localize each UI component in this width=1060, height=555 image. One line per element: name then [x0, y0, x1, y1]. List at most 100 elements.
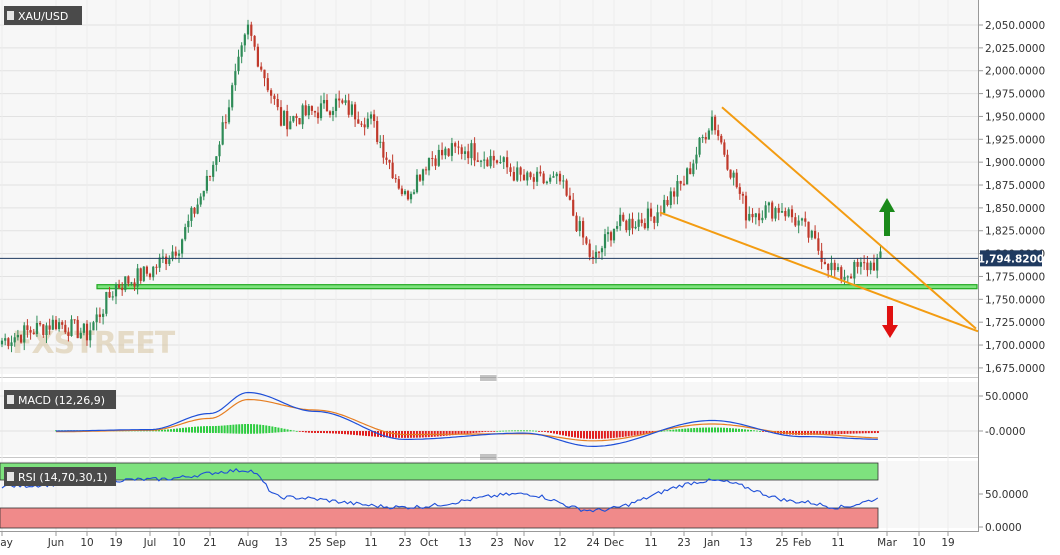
candle-body [76, 319, 79, 339]
candle-body [415, 174, 419, 193]
candle-body [499, 162, 502, 164]
macd-histogram-bar [550, 431, 552, 433]
candle-body [473, 143, 476, 161]
candle-body [13, 337, 16, 343]
candle-body [529, 172, 532, 178]
candle-body [666, 199, 669, 206]
candle-body [187, 220, 190, 228]
candle-body [246, 24, 250, 35]
macd-histogram-bar [235, 424, 238, 434]
candle-body [695, 154, 698, 164]
macd-histogram-bar [185, 427, 187, 433]
candle-body [161, 256, 164, 258]
candle-body [565, 180, 568, 196]
candle-body [316, 112, 320, 119]
macd-histogram-bar [663, 430, 666, 432]
macd-histogram-bar [547, 431, 549, 433]
macd-histogram-bar [741, 429, 743, 432]
candle-body [82, 323, 85, 333]
candle-body [208, 175, 212, 177]
macd-histogram-bar [271, 426, 274, 433]
candle-body [292, 115, 295, 122]
panel-resize-handle-2[interactable] [480, 454, 497, 460]
price-y-axis: 2,050.0000 2,025.0000 2,000.0000 1,975.0000… [978, 20, 1045, 375]
macd-histogram-bar [173, 428, 175, 432]
macd-histogram-bar [298, 431, 301, 432]
macd-label[interactable]: MACD (12,26,9) [4, 390, 116, 409]
macd-histogram-bar [837, 431, 840, 435]
macd-histogram-bar [535, 430, 537, 432]
candle-body [67, 332, 70, 336]
candle-body [863, 262, 866, 264]
candle-body [29, 330, 32, 333]
candle-body [669, 191, 672, 206]
candle-body [810, 230, 813, 238]
candle-body [682, 183, 686, 185]
time-gridlines [1, 0, 949, 531]
macd-histogram-bar [801, 431, 803, 435]
svg-text:1,794.8200: 1,794.8200 [978, 253, 1044, 265]
candle-body [168, 259, 171, 264]
candle-body [692, 163, 695, 175]
candle-body [646, 208, 650, 229]
macd-histogram-bar [274, 427, 277, 433]
macd-histogram-bar [344, 431, 346, 435]
macd-histogram-bar [867, 431, 870, 434]
candle-body [686, 168, 689, 185]
macd-histogram-bar [317, 431, 319, 433]
macd-histogram-bar [280, 428, 283, 433]
rsi-y-tick-label: 0.0000 [985, 522, 1022, 534]
macd-histogram-bar [810, 431, 813, 435]
candle-body [237, 56, 240, 72]
macd-histogram-bar [460, 431, 463, 435]
macd-histogram-bar [203, 426, 205, 433]
macd-histogram-bar [666, 430, 669, 432]
macd-histogram-bar [283, 428, 286, 432]
candle-body [184, 227, 187, 240]
x-tick-label: Nov [514, 537, 535, 549]
macd-histogram-bar [295, 430, 298, 432]
macd-histogram-bar [268, 425, 271, 434]
candle-body [400, 188, 404, 195]
macd-histogram-bar [729, 428, 731, 433]
x-tick-label: Sep [326, 537, 346, 549]
candle-body [270, 90, 273, 96]
candlesticks [0, 19, 882, 353]
macd-histogram-bar [541, 431, 543, 432]
candle-body [879, 251, 882, 258]
macd-histogram-bar [870, 431, 873, 434]
macd-histogram-bar [813, 431, 816, 435]
candle-body [382, 141, 385, 158]
macd-histogram-bar [176, 428, 178, 432]
macd-histogram-bar [182, 427, 184, 433]
rsi-label[interactable]: RSI (14,70,30,1) [4, 467, 116, 486]
candle-body [205, 175, 208, 191]
candle-body [440, 149, 444, 156]
macd-histogram-bar [329, 431, 331, 434]
candle-body [4, 338, 7, 341]
macd-histogram-bar [307, 431, 310, 433]
symbol-label[interactable]: XAU/USD [4, 6, 82, 25]
x-tick-label: Feb [793, 537, 812, 549]
candle-body [476, 160, 479, 162]
candle-body [552, 176, 555, 178]
macd-histogram-bar [392, 431, 394, 438]
candle-body [421, 169, 425, 181]
macd-histogram-bar [514, 430, 517, 432]
candle-body [388, 159, 391, 163]
x-tick-label: 10 [912, 537, 925, 549]
macd-histogram-bar [624, 431, 627, 437]
candle-body [549, 177, 552, 182]
candle-body [840, 267, 843, 280]
macd-histogram-bar [167, 429, 169, 432]
panel-resize-handle-1[interactable] [480, 375, 497, 381]
price-gridlines [0, 24, 978, 369]
x-tick-label: 11 [364, 537, 377, 549]
candle-body [615, 226, 619, 229]
candle-body [689, 168, 692, 175]
price-y-tick-label: 1,750.0000 [985, 294, 1045, 306]
candle-body [495, 160, 499, 163]
x-tick-label: Jul [143, 537, 157, 549]
candle-body [594, 251, 598, 258]
